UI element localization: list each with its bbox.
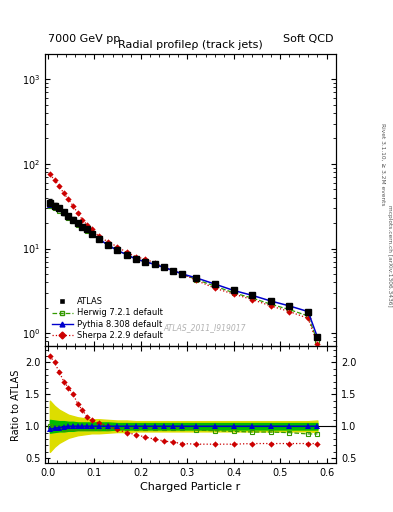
Text: Soft QCD: Soft QCD (283, 33, 333, 44)
Text: ATLAS_2011_I919017: ATLAS_2011_I919017 (164, 323, 246, 332)
Text: mcplots.cern.ch [arXiv:1306.3436]: mcplots.cern.ch [arXiv:1306.3436] (387, 205, 391, 307)
Legend: ATLAS, Herwig 7.2.1 default, Pythia 8.308 default, Sherpa 2.2.9 default: ATLAS, Herwig 7.2.1 default, Pythia 8.30… (50, 295, 165, 342)
Title: Radial profileρ (track jets): Radial profileρ (track jets) (118, 40, 263, 50)
Y-axis label: Ratio to ATLAS: Ratio to ATLAS (11, 369, 21, 440)
X-axis label: Charged Particle r: Charged Particle r (140, 482, 241, 493)
Text: Rivet 3.1.10, ≥ 3.2M events: Rivet 3.1.10, ≥ 3.2M events (381, 122, 386, 205)
Text: 7000 GeV pp: 7000 GeV pp (48, 33, 120, 44)
